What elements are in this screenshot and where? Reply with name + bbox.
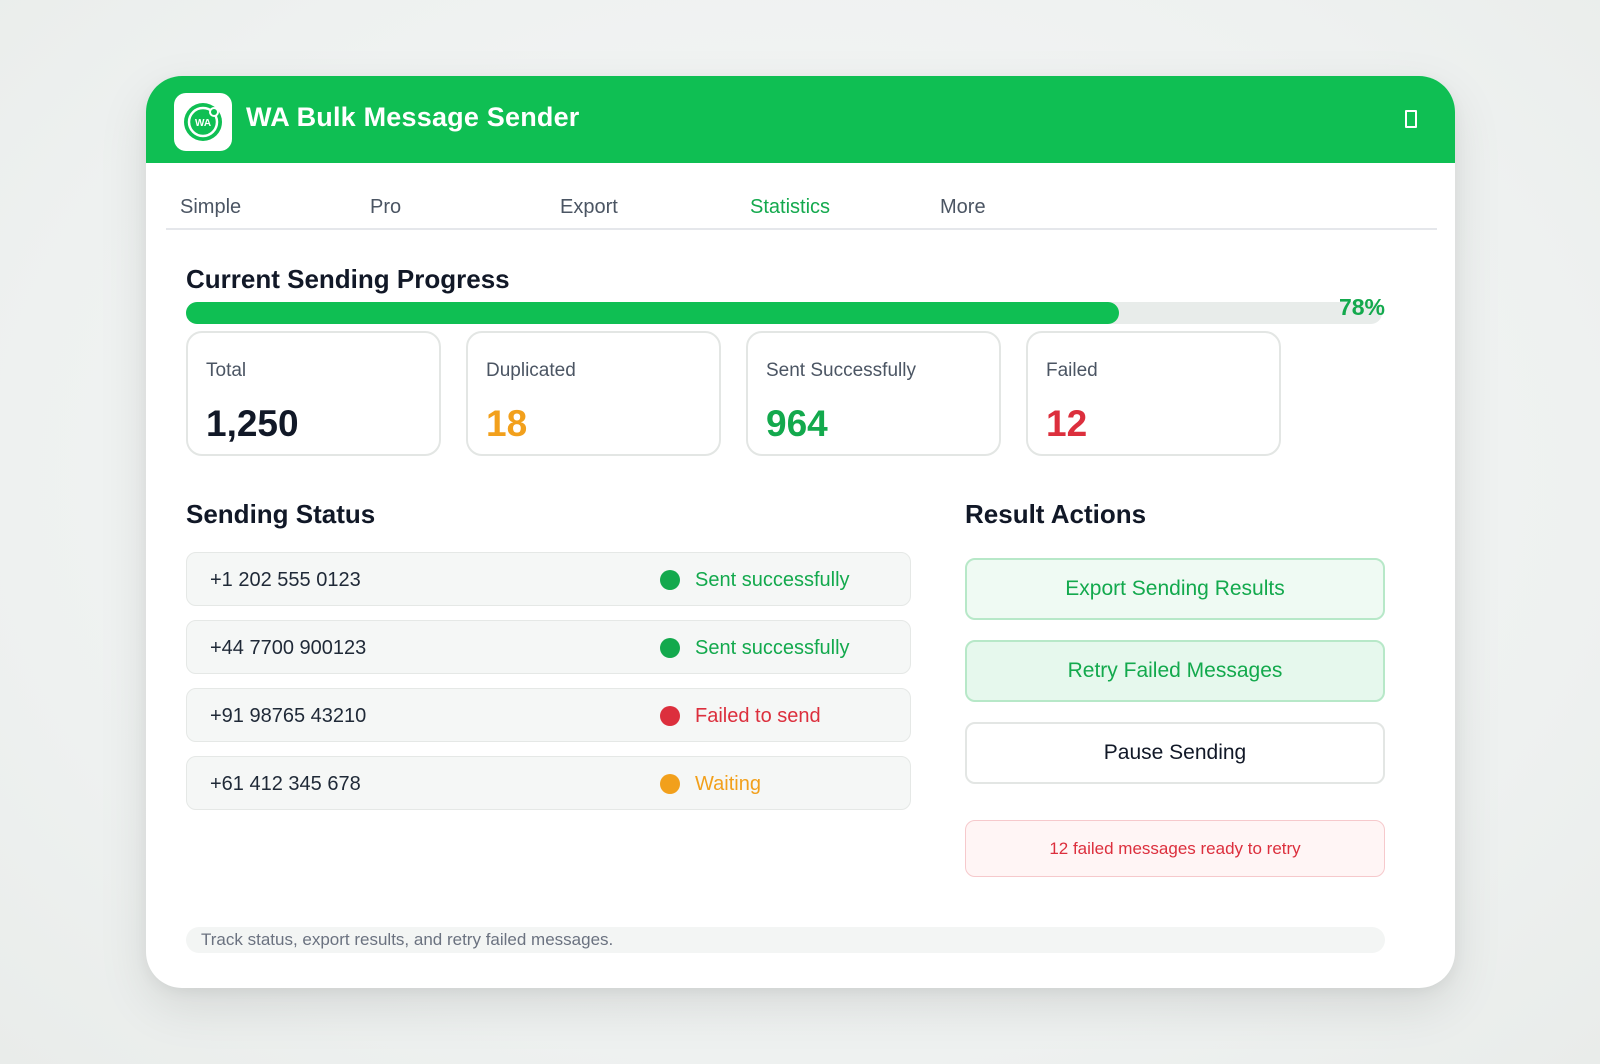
sending-status-title: Sending Status — [186, 499, 376, 529]
stat-value: 12 — [1046, 403, 1088, 444]
status-row[interactable]: +91 98765 43210 Failed to send — [186, 688, 911, 742]
status-dot-icon — [660, 706, 680, 726]
stat-value: 964 — [766, 403, 828, 444]
status-text: Waiting — [695, 773, 761, 795]
tab-statistics[interactable]: Statistics — [750, 196, 831, 218]
tab-pro[interactable]: Pro — [370, 196, 402, 218]
app-logo-icon: WA — [174, 93, 232, 151]
progress-fill — [186, 302, 1119, 324]
retry-notice: 12 failed messages ready to retry — [965, 820, 1385, 877]
window-control-icon[interactable] — [1405, 110, 1417, 128]
footer-bar: Track status, export results, and retry … — [186, 927, 1385, 953]
status-phone: +91 98765 43210 — [210, 705, 367, 727]
tab-export[interactable]: Export — [560, 196, 618, 218]
progress-title: Current Sending Progress — [186, 264, 510, 294]
status-row[interactable]: +1 202 555 0123 Sent successfully — [186, 552, 911, 606]
status-dot-icon — [660, 774, 680, 794]
tab-simple[interactable]: Simple — [180, 196, 242, 218]
stat-label: Total — [206, 360, 247, 381]
status-phone: +44 7700 900123 — [210, 637, 367, 659]
stat-label: Failed — [1046, 360, 1098, 381]
stat-value: 18 — [486, 403, 528, 444]
progress-bar — [186, 302, 1382, 324]
stat-card-total: Total 1,250 — [186, 331, 441, 456]
pause-sending-button[interactable]: Pause Sending — [965, 722, 1385, 784]
title-bar: WA WA Bulk Message Sender — [146, 76, 1455, 163]
status-text: Failed to send — [695, 705, 821, 727]
status-text: Sent successfully — [695, 637, 850, 659]
stat-label: Duplicated — [486, 360, 576, 381]
app-title: WA Bulk Message Sender — [246, 102, 580, 132]
status-row[interactable]: +44 7700 900123 Sent successfully — [186, 620, 911, 674]
status-row[interactable]: +61 412 345 678 Waiting — [186, 756, 911, 810]
tabs-divider — [166, 228, 1437, 230]
tab-more[interactable]: More — [940, 196, 986, 218]
stat-card-duplicated: Duplicated 18 — [466, 331, 721, 456]
status-text: Sent successfully — [695, 569, 850, 591]
logo-text: WA — [195, 118, 211, 129]
status-phone: +61 412 345 678 — [210, 773, 361, 795]
stat-value: 1,250 — [206, 403, 299, 444]
progress-percent: 78% — [1338, 294, 1385, 320]
result-actions-title: Result Actions — [965, 499, 1147, 529]
retry-failed-button[interactable]: Retry Failed Messages — [965, 640, 1385, 702]
status-dot-icon — [660, 638, 680, 658]
status-phone: +1 202 555 0123 — [210, 569, 361, 591]
stat-label: Sent Successfully — [766, 360, 916, 381]
stat-card-sent: Sent Successfully 964 — [746, 331, 1001, 456]
footer-text: Track status, export results, and retry … — [201, 930, 614, 949]
app-window: WA WA Bulk Message Sender Current Sendin… — [146, 76, 1455, 988]
export-results-button[interactable]: Export Sending Results — [965, 558, 1385, 620]
status-dot-icon — [660, 570, 680, 590]
stat-card-failed: Failed 12 — [1026, 331, 1281, 456]
